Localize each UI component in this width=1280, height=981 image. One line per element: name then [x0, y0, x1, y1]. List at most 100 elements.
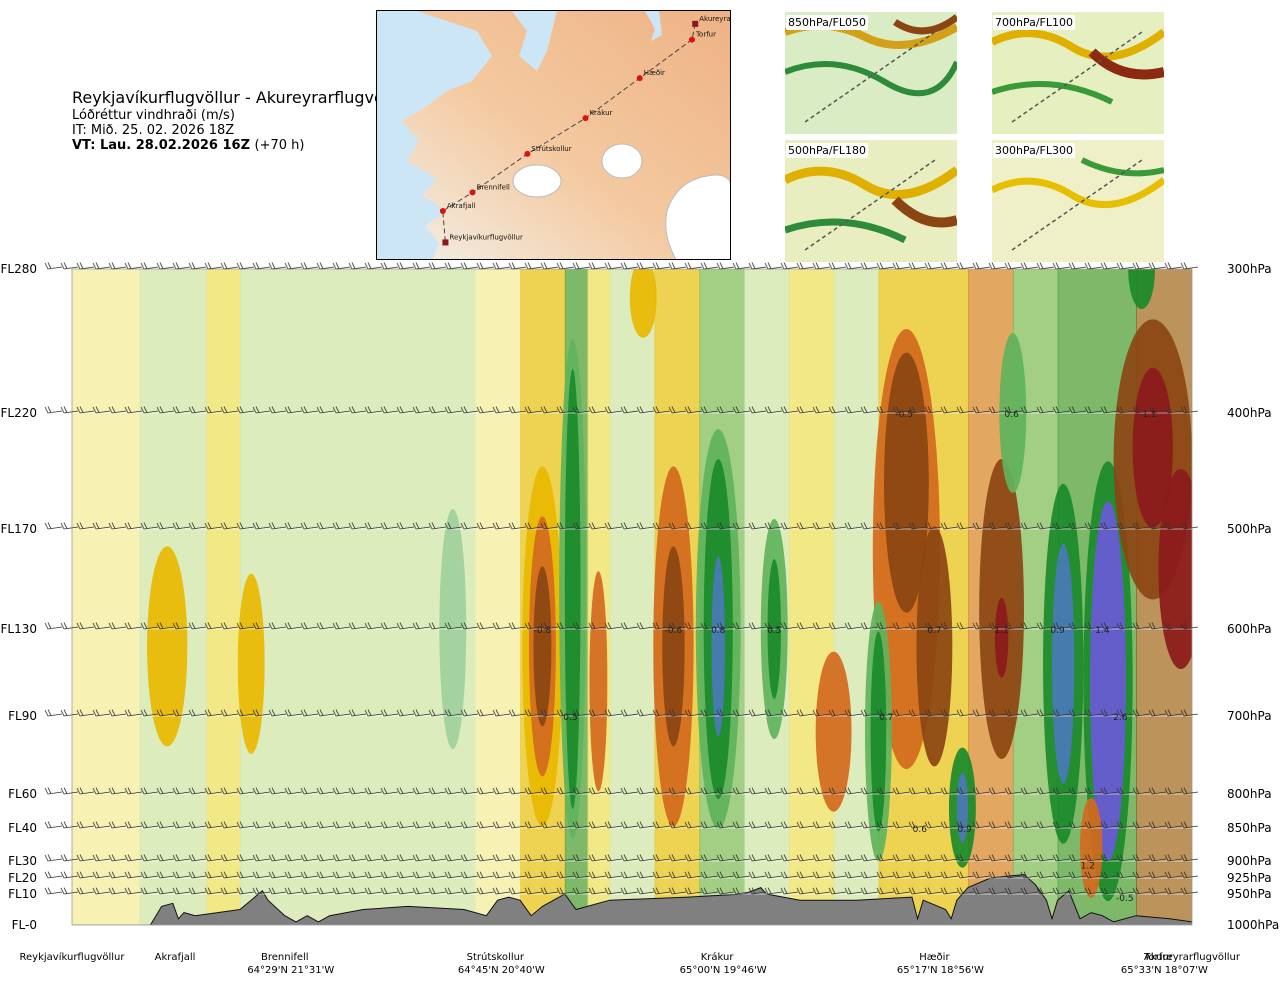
- wind-barb: [540, 887, 559, 895]
- wind-barb: [908, 821, 927, 829]
- wind-barb: [1132, 887, 1151, 895]
- wind-barb: [876, 406, 895, 414]
- wind-barb: [268, 709, 287, 717]
- wind-barb: [508, 821, 527, 829]
- flight-level-label: FL170: [1, 522, 38, 536]
- wind-barb: [620, 887, 639, 895]
- waypoint-marker: [582, 115, 589, 122]
- wind-barb: [812, 787, 831, 795]
- wind-barb: [780, 887, 799, 895]
- wind-barb: [1148, 709, 1167, 717]
- wind-barb: [812, 854, 831, 862]
- wind-barb: [156, 871, 175, 879]
- wind-barb: [1164, 622, 1183, 630]
- wind-barb: [1148, 406, 1167, 414]
- value-label: -0.6: [665, 626, 683, 636]
- wind-barb: [444, 709, 463, 717]
- wind-barb: [604, 262, 623, 270]
- wind-barb: [1100, 522, 1119, 530]
- wind-barb: [460, 522, 479, 530]
- wind-barb: [236, 709, 255, 717]
- thumb-500[interactable]: 500hPa/FL180: [785, 140, 957, 262]
- wind-barb: [972, 887, 991, 895]
- wind-barb: [140, 622, 159, 630]
- waypoint-label: Torfur: [695, 31, 716, 39]
- wind-barb: [1084, 854, 1103, 862]
- value-label: -0.5: [1116, 894, 1134, 904]
- wind-barb: [396, 622, 415, 630]
- wind-barb: [1036, 709, 1055, 717]
- wind-barb: [316, 887, 335, 895]
- wind-barb: [1084, 406, 1103, 414]
- thumb-700-label: 700hPa/FL100: [993, 15, 1076, 30]
- glacier-langjokull: [512, 164, 562, 198]
- wind-barb: [876, 622, 895, 630]
- wind-barb: [556, 854, 575, 862]
- wind-barb: [60, 787, 79, 795]
- wind-barb: [524, 522, 543, 530]
- wind-barb: [108, 622, 127, 630]
- wind-barb: [956, 262, 975, 270]
- wind-barb: [620, 262, 639, 270]
- wind-barb: [892, 522, 911, 530]
- wind-barb: [572, 787, 591, 795]
- wind-barb: [524, 821, 543, 829]
- wind-barb: [1052, 522, 1071, 530]
- wind-barb: [540, 821, 559, 829]
- wind-barb: [492, 709, 511, 717]
- wind-barb: [684, 787, 703, 795]
- wind-barb: [428, 406, 447, 414]
- wind-barb: [172, 871, 191, 879]
- field-cell: [237, 573, 265, 754]
- field-cell: [870, 631, 887, 832]
- wind-barb: [364, 709, 383, 717]
- wind-barb: [492, 787, 511, 795]
- wind-barb: [348, 854, 367, 862]
- wind-barb: [908, 854, 927, 862]
- wind-barb: [812, 709, 831, 717]
- wind-barb: [220, 709, 239, 717]
- station-name: Torfur: [1143, 952, 1173, 963]
- wind-barb: [1084, 262, 1103, 270]
- wind-barb: [428, 854, 447, 862]
- wind-barb: [460, 821, 479, 829]
- thumb-300[interactable]: 300hPa/FL300: [992, 140, 1164, 262]
- wind-barb: [908, 406, 927, 414]
- flight-level-label: FL30: [8, 854, 37, 868]
- wind-barb: [1068, 821, 1087, 829]
- wind-barb: [780, 262, 799, 270]
- wind-barb: [188, 854, 207, 862]
- wind-barb: [652, 821, 671, 829]
- wind-barb: [556, 406, 575, 414]
- wind-barb: [236, 262, 255, 270]
- thumb-700[interactable]: 700hPa/FL100: [992, 12, 1164, 134]
- wind-barb: [732, 787, 751, 795]
- thumb-850[interactable]: 850hPa/FL050: [785, 12, 957, 134]
- wind-barb: [732, 709, 751, 717]
- wind-barb: [988, 622, 1007, 630]
- value-label: 0.5: [767, 626, 781, 636]
- wind-barb: [460, 622, 479, 630]
- wind-barb: [364, 821, 383, 829]
- wind-barb: [476, 871, 495, 879]
- wind-barb: [716, 887, 735, 895]
- wind-barb: [652, 709, 671, 717]
- wind-barb: [524, 887, 543, 895]
- wind-barb: [1148, 871, 1167, 879]
- waypoint-label: Strútskollur: [531, 145, 571, 153]
- wind-barb: [1004, 887, 1023, 895]
- wind-barb: [812, 821, 831, 829]
- wind-barb: [748, 262, 767, 270]
- wind-barb: [828, 262, 847, 270]
- wind-barb: [604, 871, 623, 879]
- pressure-label: 500hPa: [1227, 522, 1272, 536]
- wind-barb: [284, 887, 303, 895]
- wind-barb: [284, 522, 303, 530]
- wind-barb: [940, 622, 959, 630]
- thumb-300-label: 300hPa/FL300: [993, 143, 1076, 158]
- wind-barb: [1068, 787, 1087, 795]
- wind-barb: [412, 854, 431, 862]
- wind-barb: [748, 821, 767, 829]
- wind-barb: [172, 262, 191, 270]
- wind-barb: [732, 406, 751, 414]
